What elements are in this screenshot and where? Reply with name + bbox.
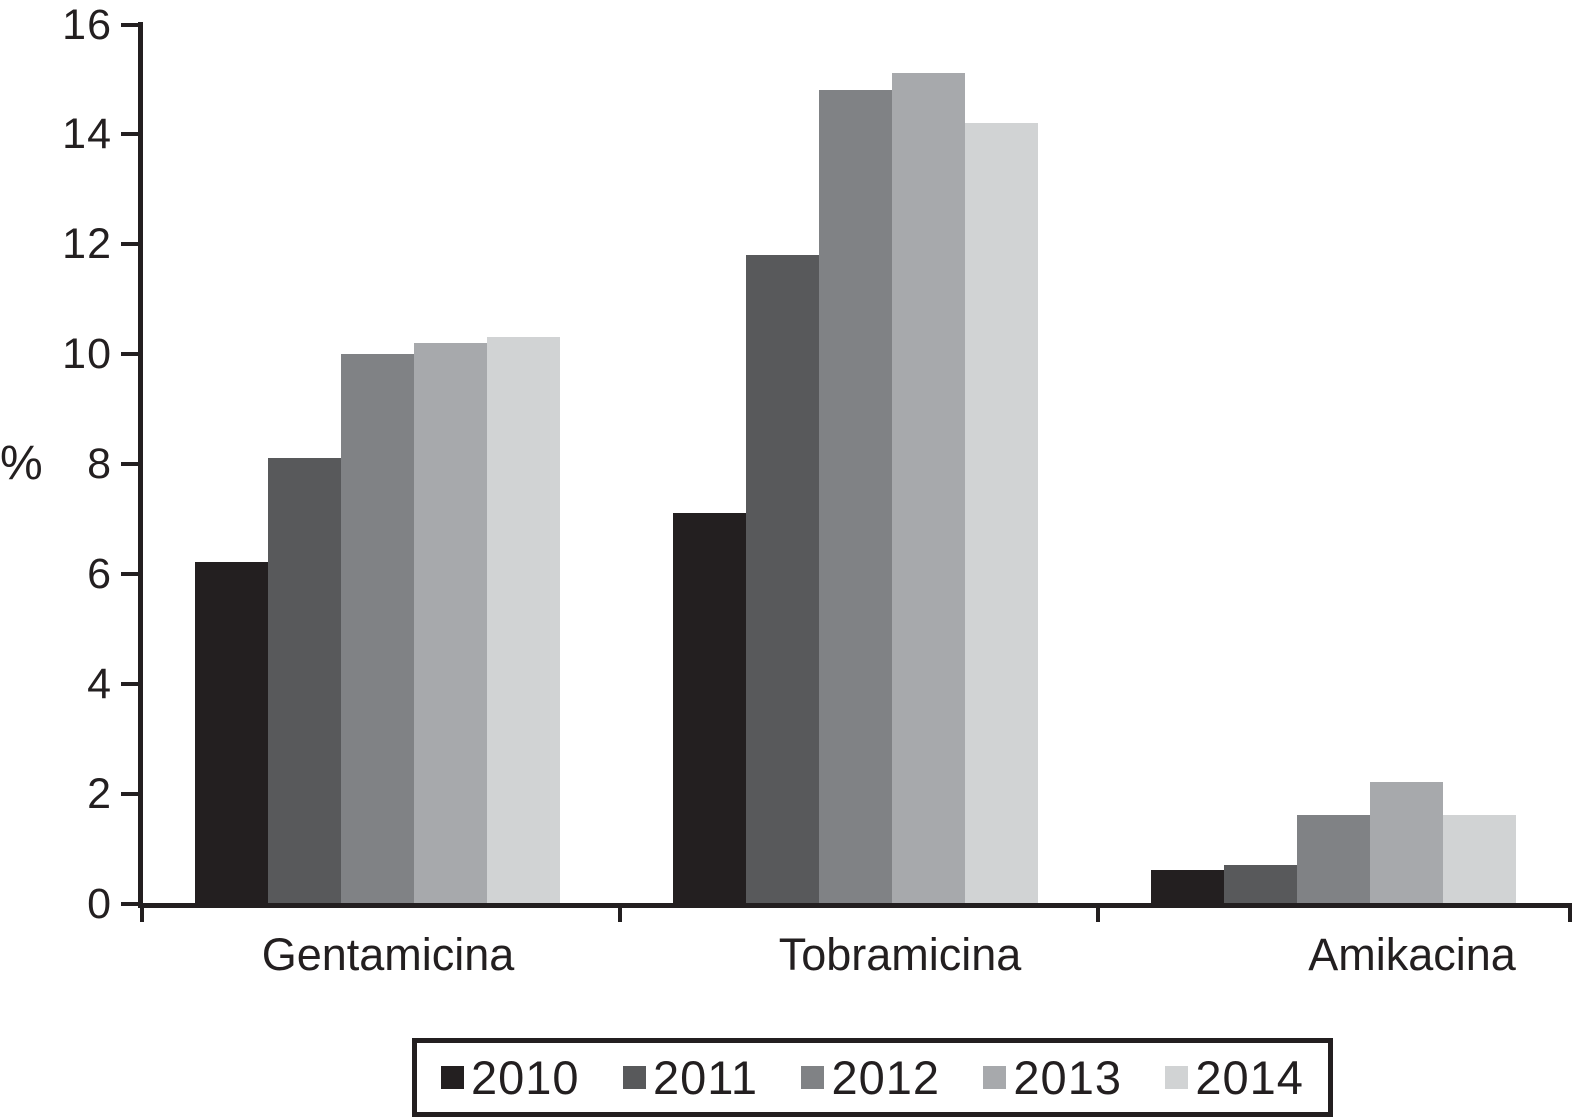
bar [673,513,746,903]
legend-swatch-icon [622,1066,646,1089]
bar [1297,815,1370,903]
bar [1443,815,1516,903]
y-tick-label: 8 [87,440,112,488]
legend-label: 2012 [831,1050,941,1104]
bar [1151,870,1224,903]
y-tick [121,902,138,906]
y-tick [121,682,138,686]
legend-label: 2010 [471,1050,580,1104]
y-tick [121,572,138,576]
category-label: Tobramicina [778,929,1022,980]
bar [341,354,414,903]
y-tick-label: 2 [87,770,112,818]
bar [487,337,560,903]
bar [1370,782,1443,903]
legend-swatch-icon [801,1066,825,1089]
bar [746,255,819,903]
y-tick-label: 12 [62,220,112,268]
y-tick [121,792,138,796]
y-tick [121,352,138,356]
bar [1224,865,1297,903]
legend-label: 2013 [1013,1050,1122,1104]
x-tick [1568,908,1572,922]
y-tick [121,132,138,136]
legend-item: 2012 [801,1050,941,1104]
legend-item: 2011 [622,1050,759,1104]
legend-swatch-icon [1165,1066,1189,1089]
bar [892,73,965,903]
bar [195,562,268,903]
legend-swatch-icon [983,1066,1007,1089]
x-tick [618,908,622,922]
y-axis-line [138,22,143,908]
bar [819,90,892,903]
y-tick [121,242,138,246]
legend-label: 2011 [652,1050,759,1104]
category-label: Gentamicina [261,929,515,980]
y-tick [121,23,138,27]
legend-label: 2014 [1195,1050,1304,1104]
x-tick [140,908,144,922]
x-tick [1096,908,1100,922]
y-tick-label: 6 [87,550,112,598]
legend-item: 2014 [1165,1050,1304,1104]
category-label: Amikacina [1308,929,1516,980]
y-tick-label: 4 [87,660,112,708]
bar [268,458,341,903]
bar [414,343,487,903]
x-axis-line [138,903,1572,908]
legend-box: 2010 2011 2012 2013 2014 [412,1038,1333,1117]
bar [965,123,1038,903]
legend-item: 2013 [983,1050,1122,1104]
legend-item: 2010 [441,1050,580,1104]
y-tick-label: 14 [62,110,112,158]
y-tick-label: 10 [62,330,112,378]
y-tick-label: 16 [62,1,112,49]
y-tick-label: 0 [87,880,112,928]
y-axis-label: % [0,437,43,490]
y-tick [121,462,138,466]
legend-swatch-icon [441,1066,464,1089]
